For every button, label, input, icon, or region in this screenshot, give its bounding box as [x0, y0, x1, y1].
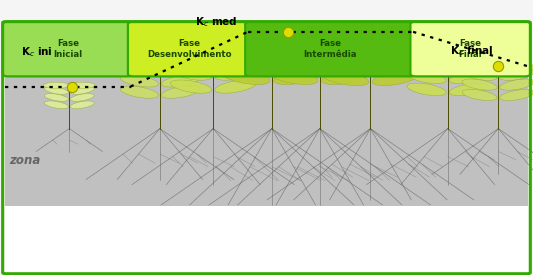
Ellipse shape	[320, 28, 373, 41]
Ellipse shape	[407, 83, 446, 96]
Ellipse shape	[70, 87, 94, 94]
Bar	[5, 74, 528, 206]
Text: Fase
Inicial: Fase Inicial	[53, 39, 83, 59]
Text: Fase
Final: Fase Final	[458, 39, 482, 59]
Ellipse shape	[461, 63, 498, 72]
Point	[68, 84, 76, 89]
Ellipse shape	[215, 67, 256, 80]
Ellipse shape	[499, 69, 533, 80]
Text: K$_{c}$ med: K$_{c}$ med	[195, 15, 237, 29]
Ellipse shape	[69, 82, 95, 88]
Ellipse shape	[168, 47, 213, 57]
Ellipse shape	[462, 69, 497, 80]
Ellipse shape	[449, 71, 488, 84]
Ellipse shape	[272, 28, 325, 41]
Ellipse shape	[322, 71, 369, 86]
Ellipse shape	[44, 82, 69, 88]
Ellipse shape	[215, 80, 256, 93]
Ellipse shape	[462, 79, 497, 90]
Text: Fase
Intermêdia: Fase Intermêdia	[304, 39, 357, 59]
Ellipse shape	[119, 57, 160, 67]
Ellipse shape	[44, 87, 68, 94]
Ellipse shape	[269, 53, 318, 68]
Ellipse shape	[221, 69, 270, 85]
Ellipse shape	[269, 69, 318, 85]
Ellipse shape	[70, 101, 94, 109]
Ellipse shape	[498, 63, 533, 72]
Ellipse shape	[462, 89, 497, 101]
Ellipse shape	[161, 64, 199, 76]
Ellipse shape	[407, 71, 446, 84]
Ellipse shape	[449, 60, 488, 72]
Point	[494, 64, 503, 68]
Ellipse shape	[170, 80, 212, 93]
Ellipse shape	[120, 64, 158, 76]
Ellipse shape	[161, 86, 199, 98]
Text: zona: zona	[10, 154, 41, 167]
Text: Fase
Desenvolvimento: Fase Desenvolvimento	[147, 39, 231, 59]
Ellipse shape	[322, 40, 369, 55]
Ellipse shape	[170, 67, 212, 80]
Ellipse shape	[267, 28, 320, 41]
Ellipse shape	[407, 60, 446, 72]
Ellipse shape	[321, 38, 371, 54]
Ellipse shape	[213, 47, 258, 57]
Ellipse shape	[321, 53, 371, 68]
FancyBboxPatch shape	[245, 22, 416, 76]
Point	[284, 30, 292, 34]
Ellipse shape	[219, 28, 272, 41]
Ellipse shape	[320, 31, 370, 43]
FancyBboxPatch shape	[128, 22, 251, 76]
Text: K$_{c}$ final: K$_{c}$ final	[450, 44, 494, 58]
Ellipse shape	[221, 38, 270, 54]
Ellipse shape	[70, 94, 94, 101]
Ellipse shape	[322, 55, 369, 70]
Ellipse shape	[120, 86, 158, 98]
Ellipse shape	[273, 69, 323, 85]
FancyBboxPatch shape	[3, 22, 133, 76]
Ellipse shape	[406, 52, 448, 62]
Text: K$_{c}$ ini: K$_{c}$ ini	[21, 45, 53, 59]
Ellipse shape	[44, 94, 68, 101]
Bar	[5, 60, 528, 74]
Ellipse shape	[269, 38, 318, 54]
Ellipse shape	[449, 83, 488, 96]
Ellipse shape	[221, 53, 270, 68]
Ellipse shape	[321, 69, 371, 85]
Ellipse shape	[170, 55, 212, 68]
Ellipse shape	[161, 75, 199, 87]
Ellipse shape	[370, 31, 421, 43]
Ellipse shape	[160, 57, 201, 67]
Ellipse shape	[499, 79, 533, 90]
Ellipse shape	[372, 55, 419, 70]
Ellipse shape	[273, 38, 323, 54]
Ellipse shape	[44, 101, 68, 109]
Ellipse shape	[448, 52, 490, 62]
Ellipse shape	[372, 40, 419, 55]
Ellipse shape	[372, 71, 419, 86]
Ellipse shape	[273, 53, 323, 68]
Ellipse shape	[499, 89, 533, 101]
Ellipse shape	[215, 55, 256, 68]
Ellipse shape	[120, 75, 158, 87]
FancyBboxPatch shape	[410, 22, 530, 76]
